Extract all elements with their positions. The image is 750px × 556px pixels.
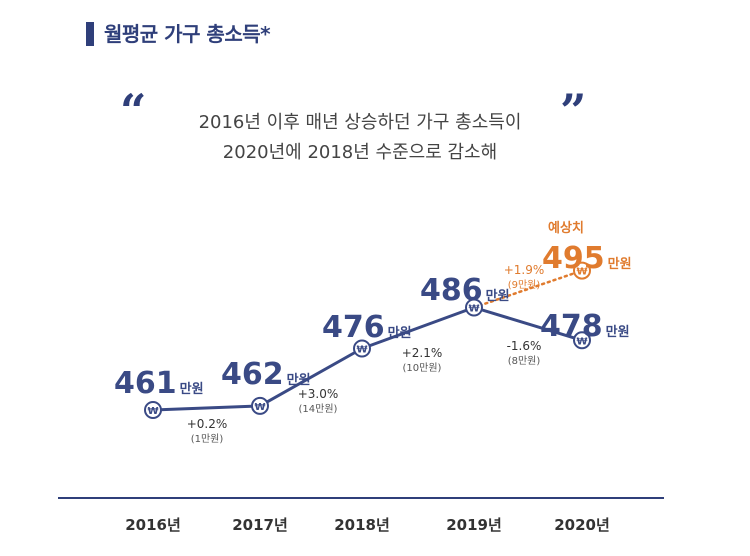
x-tick-label: 2019년	[446, 516, 502, 534]
forecast-point-marker	[573, 261, 591, 280]
forecast-point-marker-symbol: ₩	[576, 267, 587, 278]
change-pct-label: -1.6%	[507, 339, 542, 353]
data-point-marker-symbol: ₩	[356, 345, 367, 356]
change-amount-label: (8만원)	[508, 355, 541, 367]
headline: 2016년 이후 매년 상승하던 가구 총소득이 2020년에 2018년 수준…	[150, 108, 570, 168]
data-point-marker	[144, 401, 162, 419]
data-point-marker-symbol: ₩	[468, 304, 479, 315]
data-value-label: 476 만원	[322, 310, 412, 345]
data-value-label: 486 만원	[420, 273, 510, 308]
data-point-marker-symbol: ₩	[254, 402, 265, 413]
forecast-label: 예상치	[548, 220, 584, 236]
change-pct-label: +2.1%	[402, 346, 443, 360]
change-amount-label: (1만원)	[191, 433, 224, 445]
data-point-marker	[251, 396, 269, 415]
x-tick-label: 2020년	[554, 516, 610, 534]
forecast-change-amount-label: (9만원)	[508, 279, 541, 291]
close-quote-icon: ”	[560, 84, 587, 138]
headline-line-1: 2016년 이후 매년 상승하던 가구 총소득이	[198, 112, 522, 133]
x-tick-label: 2017년	[232, 516, 288, 534]
headline-line-2: 2020년에 2018년 수준으로 감소해	[222, 142, 498, 163]
data-point-marker	[573, 331, 591, 350]
data-point-marker	[353, 339, 371, 358]
change-pct-label: +3.0%	[298, 387, 339, 401]
page-title: 월평균 가구 총소득*	[104, 22, 271, 46]
data-value-label: 462 만원	[221, 357, 311, 392]
data-point-marker-symbol: ₩	[576, 336, 587, 347]
change-amount-label: (10만원)	[403, 362, 442, 374]
open-quote-icon: “	[120, 84, 147, 138]
forecast-change-pct-label: +1.9%	[504, 263, 545, 277]
forecast-value-label: 495 만원	[542, 241, 632, 276]
data-value-label: 461 만원	[114, 366, 204, 401]
data-value-label: 478 만원	[540, 309, 630, 344]
data-point-marker-symbol: ₩	[147, 406, 158, 417]
change-amount-label: (14만원)	[299, 403, 338, 415]
x-tick-label: 2016년	[125, 516, 181, 534]
title-accent-bar	[86, 22, 94, 46]
forecast-line	[472, 269, 584, 309]
data-point-marker	[465, 298, 483, 317]
x-tick-label: 2018년	[334, 516, 390, 534]
change-pct-label: +0.2%	[187, 417, 228, 431]
